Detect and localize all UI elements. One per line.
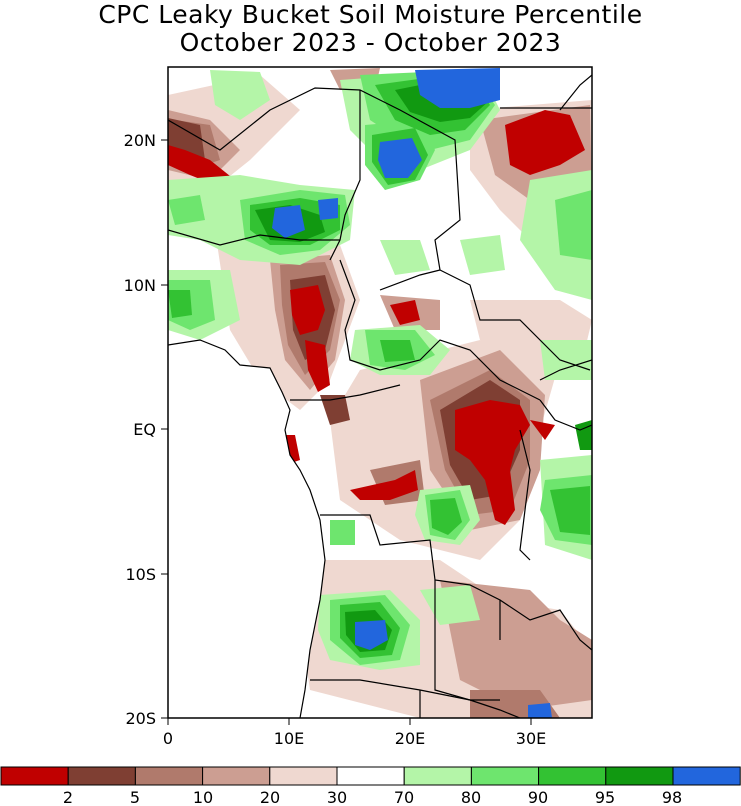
legend-color-box bbox=[336, 766, 405, 786]
axis-ticks bbox=[161, 139, 532, 725]
legend-labels: 2 5 10 20 30 70 80 90 95 98 bbox=[63, 788, 682, 806]
legend-color-boxes bbox=[0, 766, 741, 786]
legend-color-box bbox=[67, 766, 136, 786]
dry-extreme-areas bbox=[168, 110, 585, 525]
country-borders bbox=[168, 74, 592, 718]
plot-frame bbox=[167, 66, 593, 719]
y-tick-label: EQ bbox=[133, 420, 156, 439]
axis-labels: 0 10E 20E 30E 20N 10N EQ 10S 20S bbox=[124, 131, 547, 748]
legend-label: 70 bbox=[394, 788, 414, 806]
y-tick-label: 10S bbox=[125, 565, 156, 584]
legend-label: 95 bbox=[595, 788, 615, 806]
legend-label: 5 bbox=[130, 788, 140, 806]
legend-color-box bbox=[538, 766, 607, 786]
legend-label: 30 bbox=[327, 788, 347, 806]
legend-label: 80 bbox=[461, 788, 481, 806]
legend-color-box bbox=[269, 766, 338, 786]
soil-moisture-map: 0 10E 20E 30E 20N 10N EQ 10S 20S bbox=[124, 66, 593, 748]
legend-label: 20 bbox=[260, 788, 280, 806]
legend-color-box bbox=[672, 766, 741, 786]
color-legend: 2 5 10 20 30 70 80 90 95 98 bbox=[0, 766, 741, 806]
legend-label: 10 bbox=[193, 788, 213, 806]
legend-color-box bbox=[605, 766, 674, 786]
x-tick-label: 20E bbox=[395, 729, 425, 748]
legend-label: 90 bbox=[528, 788, 548, 806]
y-tick-label: 20S bbox=[125, 709, 156, 728]
legend-color-box bbox=[134, 766, 204, 786]
map-title-line-1: CPC Leaky Bucket Soil Moisture Percentil… bbox=[98, 0, 643, 29]
x-tick-label: 30E bbox=[516, 729, 546, 748]
y-tick-label: 10N bbox=[124, 276, 156, 295]
legend-color-box bbox=[403, 766, 472, 786]
x-tick-label: 0 bbox=[163, 729, 173, 748]
legend-color-box bbox=[0, 766, 69, 786]
wet-extreme-areas bbox=[272, 68, 552, 718]
x-tick-label: 10E bbox=[274, 729, 304, 748]
legend-label: 98 bbox=[662, 788, 682, 806]
legend-color-box bbox=[202, 766, 271, 786]
legend-label: 2 bbox=[63, 788, 73, 806]
y-tick-label: 20N bbox=[124, 131, 156, 150]
moisture-field bbox=[168, 67, 592, 718]
map-title-line-2: October 2023 - October 2023 bbox=[179, 28, 562, 57]
legend-color-box bbox=[470, 766, 540, 786]
